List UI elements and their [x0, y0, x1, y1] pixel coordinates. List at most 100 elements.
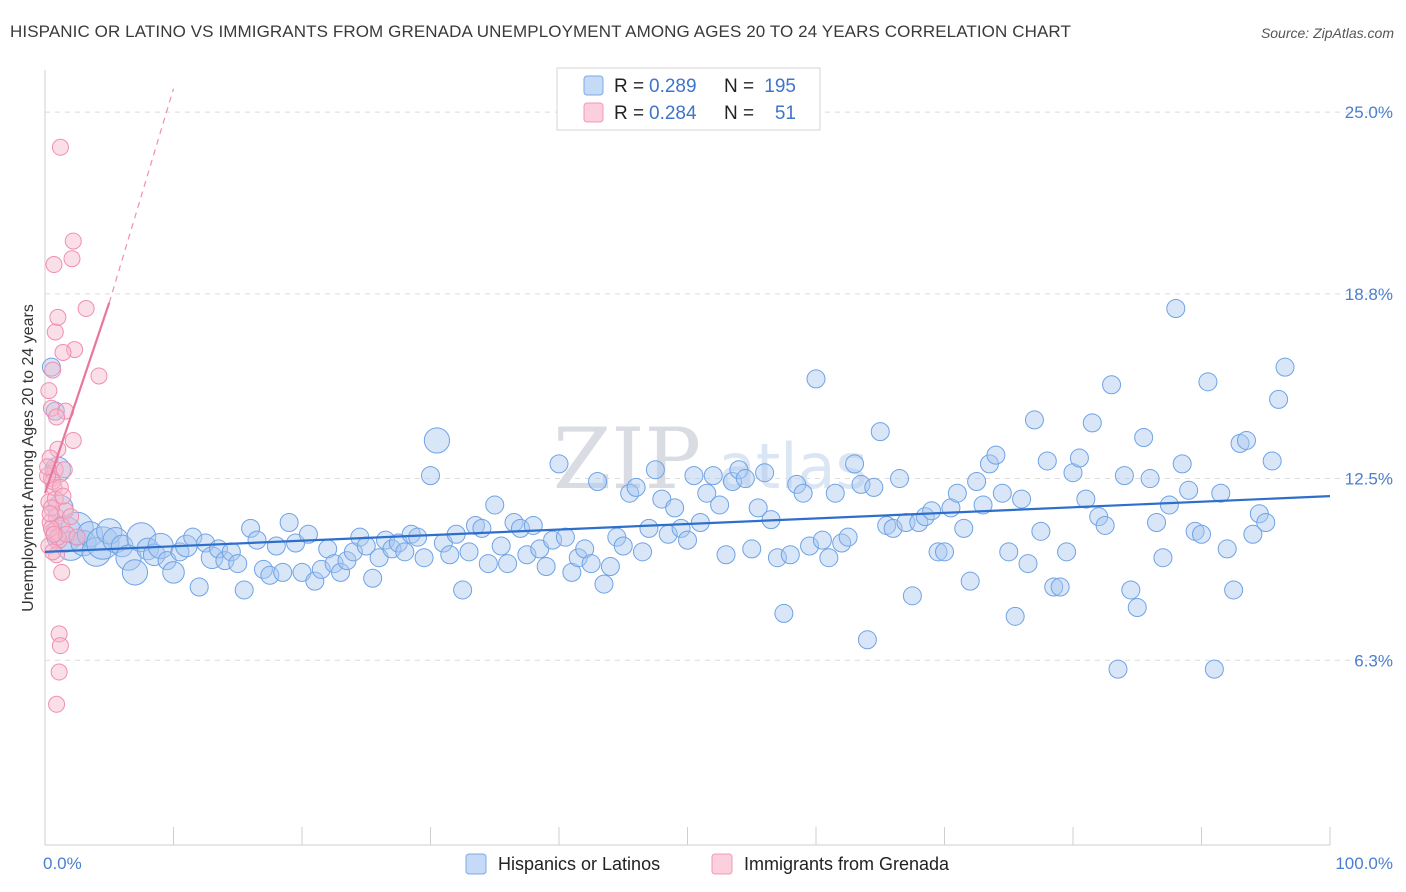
- point-hispanics-75: [510, 518, 530, 538]
- legend-r-value-2: 0.284: [649, 103, 697, 124]
- point-hispanics-116: [774, 603, 794, 623]
- point-hispanics-164: [1082, 413, 1102, 433]
- point-grenada-47: [45, 525, 63, 543]
- point-hispanics-153: [1012, 489, 1032, 509]
- point-hispanics-107: [716, 545, 736, 565]
- point-hispanics-15: [121, 559, 149, 586]
- point-hispanics-32: [234, 580, 254, 600]
- point-hispanics-62: [423, 427, 451, 454]
- point-hispanics-156: [1031, 521, 1051, 541]
- point-grenada-48: [68, 528, 86, 546]
- point-grenada-45: [48, 695, 66, 713]
- legend-swatch-blue: [583, 75, 604, 96]
- point-hispanics-167: [1102, 375, 1122, 395]
- point-hispanics-99: [665, 498, 685, 518]
- legend-n-label-2: N =: [724, 103, 754, 124]
- point-hispanics-121: [806, 369, 826, 389]
- point-grenada-20: [54, 343, 72, 361]
- point-hispanics-66: [453, 580, 473, 600]
- point-hispanics-191: [1256, 513, 1276, 533]
- point-hispanics-183: [1204, 659, 1224, 679]
- source-label: Source: ZipAtlas.com: [1260, 25, 1394, 41]
- point-hispanics-175: [1153, 548, 1173, 568]
- point-hispanics-112: [748, 498, 768, 518]
- point-hispanics-136: [902, 586, 922, 606]
- bottom-legend-swatch-blue: [465, 853, 487, 875]
- legend-r-value-1: 0.289: [649, 76, 697, 97]
- point-grenada-17: [63, 250, 81, 268]
- point-hispanics-37: [266, 536, 286, 556]
- point-hispanics-111: [742, 539, 762, 559]
- y-tick-labels: 6.3% 12.5% 18.8% 25.0%: [1345, 103, 1393, 670]
- point-hispanics-82: [555, 527, 575, 547]
- point-hispanics-133: [883, 518, 903, 538]
- point-hispanics-39: [279, 513, 299, 533]
- point-hispanics-61: [421, 466, 440, 486]
- point-hispanics-150: [992, 483, 1012, 503]
- point-hispanics-168: [1108, 659, 1128, 679]
- point-hispanics-172: [1134, 428, 1154, 448]
- point-grenada-24: [64, 431, 82, 449]
- point-hispanics-193: [1269, 389, 1289, 409]
- point-hispanics-57: [395, 542, 415, 562]
- point-grenada-39: [54, 487, 72, 505]
- point-hispanics-185: [1217, 539, 1237, 559]
- point-hispanics-119: [793, 483, 813, 503]
- point-hispanics-154: [1018, 554, 1038, 574]
- point-hispanics-174: [1147, 513, 1167, 533]
- point-hispanics-189: [1243, 524, 1263, 544]
- point-hispanics-159: [1050, 577, 1070, 597]
- y-tick-label-3: 25.0%: [1345, 103, 1393, 122]
- point-hispanics-186: [1224, 580, 1244, 600]
- point-hispanics-166: [1095, 515, 1115, 535]
- point-hispanics-106: [710, 495, 730, 515]
- series-grenada-points: [39, 138, 108, 713]
- point-hispanics-155: [1024, 410, 1044, 430]
- point-hispanics-47: [331, 562, 351, 582]
- point-hispanics-25: [189, 577, 209, 597]
- x-tick-label-max: 100.0%: [1335, 854, 1393, 873]
- point-hispanics-1: [45, 401, 65, 421]
- y-tick-label-1: 12.5%: [1345, 470, 1393, 489]
- y-tick-label-2: 18.8%: [1345, 285, 1393, 304]
- point-hispanics-110: [735, 469, 755, 489]
- point-grenada-44: [50, 663, 68, 681]
- point-hispanics-43: [305, 571, 325, 591]
- point-hispanics-162: [1069, 448, 1089, 468]
- point-hispanics-21: [162, 561, 185, 584]
- point-grenada-15: [51, 138, 69, 156]
- point-hispanics-33: [241, 518, 261, 538]
- trend-line-hispanics: [44, 495, 1331, 553]
- legend-n-label-1: N =: [724, 76, 754, 97]
- point-grenada-10: [42, 399, 60, 417]
- point-hispanics-95: [639, 518, 659, 538]
- point-grenada-41: [42, 499, 60, 517]
- point-hispanics-169: [1114, 466, 1134, 486]
- trend-lines: [43, 88, 1331, 553]
- point-hispanics-184: [1211, 483, 1231, 503]
- point-hispanics-192: [1262, 451, 1282, 471]
- trend-line-grenada: [43, 302, 111, 494]
- point-grenada-34: [58, 525, 76, 543]
- point-hispanics-140: [928, 542, 948, 562]
- point-hispanics-79: [536, 557, 556, 577]
- point-grenada-18: [77, 300, 95, 318]
- point-hispanics-117: [780, 545, 800, 565]
- point-hispanics-171: [1127, 598, 1147, 618]
- point-hispanics-120: [800, 536, 820, 556]
- point-hispanics-176: [1159, 495, 1179, 515]
- point-hispanics-76: [517, 545, 537, 565]
- point-grenada-23: [48, 408, 66, 426]
- point-hispanics-152: [1005, 606, 1025, 626]
- point-hispanics-123: [819, 548, 839, 568]
- point-hispanics-70: [478, 554, 498, 574]
- point-grenada-16: [64, 232, 82, 250]
- legend-r-label-1: R =: [614, 76, 644, 97]
- point-hispanics-163: [1076, 489, 1096, 509]
- trend-line-grenada-extension: [108, 88, 175, 303]
- point-hispanics-113: [755, 463, 775, 483]
- point-hispanics-73: [498, 554, 518, 574]
- point-hispanics-194: [1275, 357, 1295, 377]
- point-hispanics-122: [812, 530, 832, 550]
- point-hispanics-105: [703, 466, 723, 486]
